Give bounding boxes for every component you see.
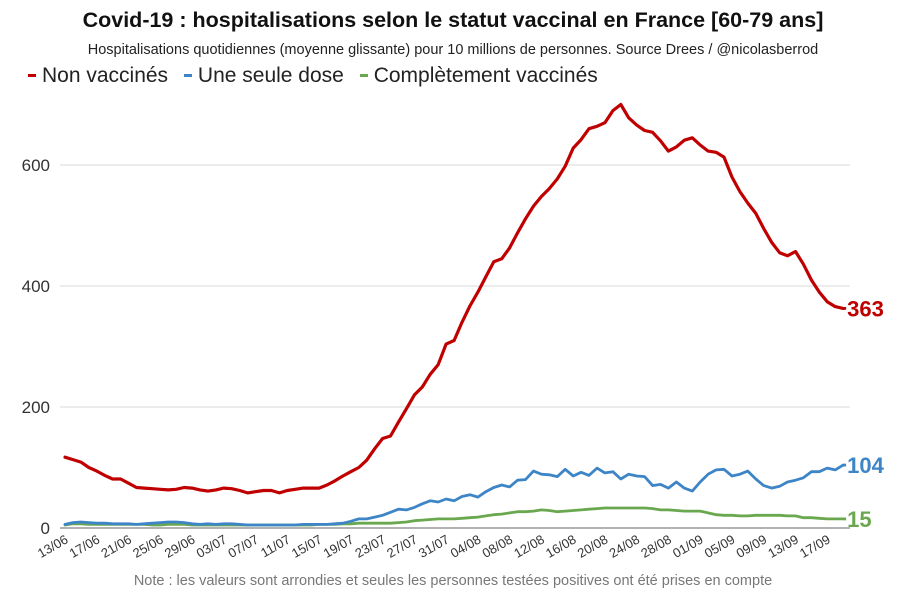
end-value-label: 15 [847,507,871,532]
legend-item-non-vaccines: Non vaccinés [28,64,168,88]
x-tick-label: 04/08 [448,532,484,561]
x-tick-label: 29/06 [162,532,198,561]
end-value-label: 104 [847,453,884,478]
series-lines [63,102,845,527]
x-tick-label: 17/09 [797,532,833,561]
series-line-non-vaccines [63,102,845,495]
legend: Non vaccinés Une seule dose Complètement… [28,64,608,88]
gridlines [60,164,850,529]
legend-label: Une seule dose [197,64,344,87]
x-tick-label: 11/07 [258,532,293,561]
x-tick-label: 16/08 [543,532,579,561]
chart-subtitle: Hospitalisations quotidiennes (moyenne g… [87,42,819,58]
x-tick-label: 01/09 [670,532,706,561]
y-tick-label: 400 [22,277,50,296]
chart-title: Covid-19 : hospitalisations selon le sta… [82,8,824,32]
legend-swatch-red [28,73,36,77]
footnote: Note : les valeurs sont arrondies et seu… [133,573,773,589]
series-line-une-seule-dose [63,463,845,527]
x-tick-label: 31/07 [416,532,452,561]
legend-item-completement-vaccines: Complètement vaccinés [359,64,598,88]
end-value-label: 363 [847,296,884,321]
x-tick-label: 09/09 [734,532,770,561]
y-axis-ticks: 0 200 400 600 [22,156,50,538]
legend-label: Non vaccinés [42,64,169,87]
y-tick-label: 0 [41,519,50,538]
legend-swatch-blue [183,73,192,77]
x-tick-label: 17/06 [67,532,103,561]
x-tick-label: 07/07 [225,532,261,561]
x-tick-label: 21/06 [98,532,134,561]
legend-swatch-green [359,73,368,77]
x-tick-label: 08/08 [479,532,515,561]
x-tick-label: 25/06 [130,532,166,561]
legend-item-une-seule-dose: Une seule dose [183,64,344,88]
end-labels: 15 104 363 [843,296,885,532]
legend-label: Complètement vaccinés [373,64,598,87]
x-tick-label: 15/07 [289,532,325,561]
y-tick-label: 600 [22,156,50,175]
x-tick-label: 13/09 [765,532,801,561]
y-tick-label: 200 [22,398,50,417]
x-axis-ticks: 13/0617/0621/0625/0629/0603/0707/0711/07… [35,532,833,561]
x-tick-label: 24/08 [606,532,642,561]
x-tick-label: 28/08 [638,532,674,561]
x-tick-label: 19/07 [321,532,357,561]
x-tick-label: 12/08 [511,532,547,561]
x-tick-label: 05/09 [702,532,738,561]
x-tick-label: 20/08 [575,532,611,561]
x-tick-label: 23/07 [352,532,388,561]
x-tick-label: 27/07 [384,532,420,561]
x-tick-label: 03/07 [194,532,230,561]
